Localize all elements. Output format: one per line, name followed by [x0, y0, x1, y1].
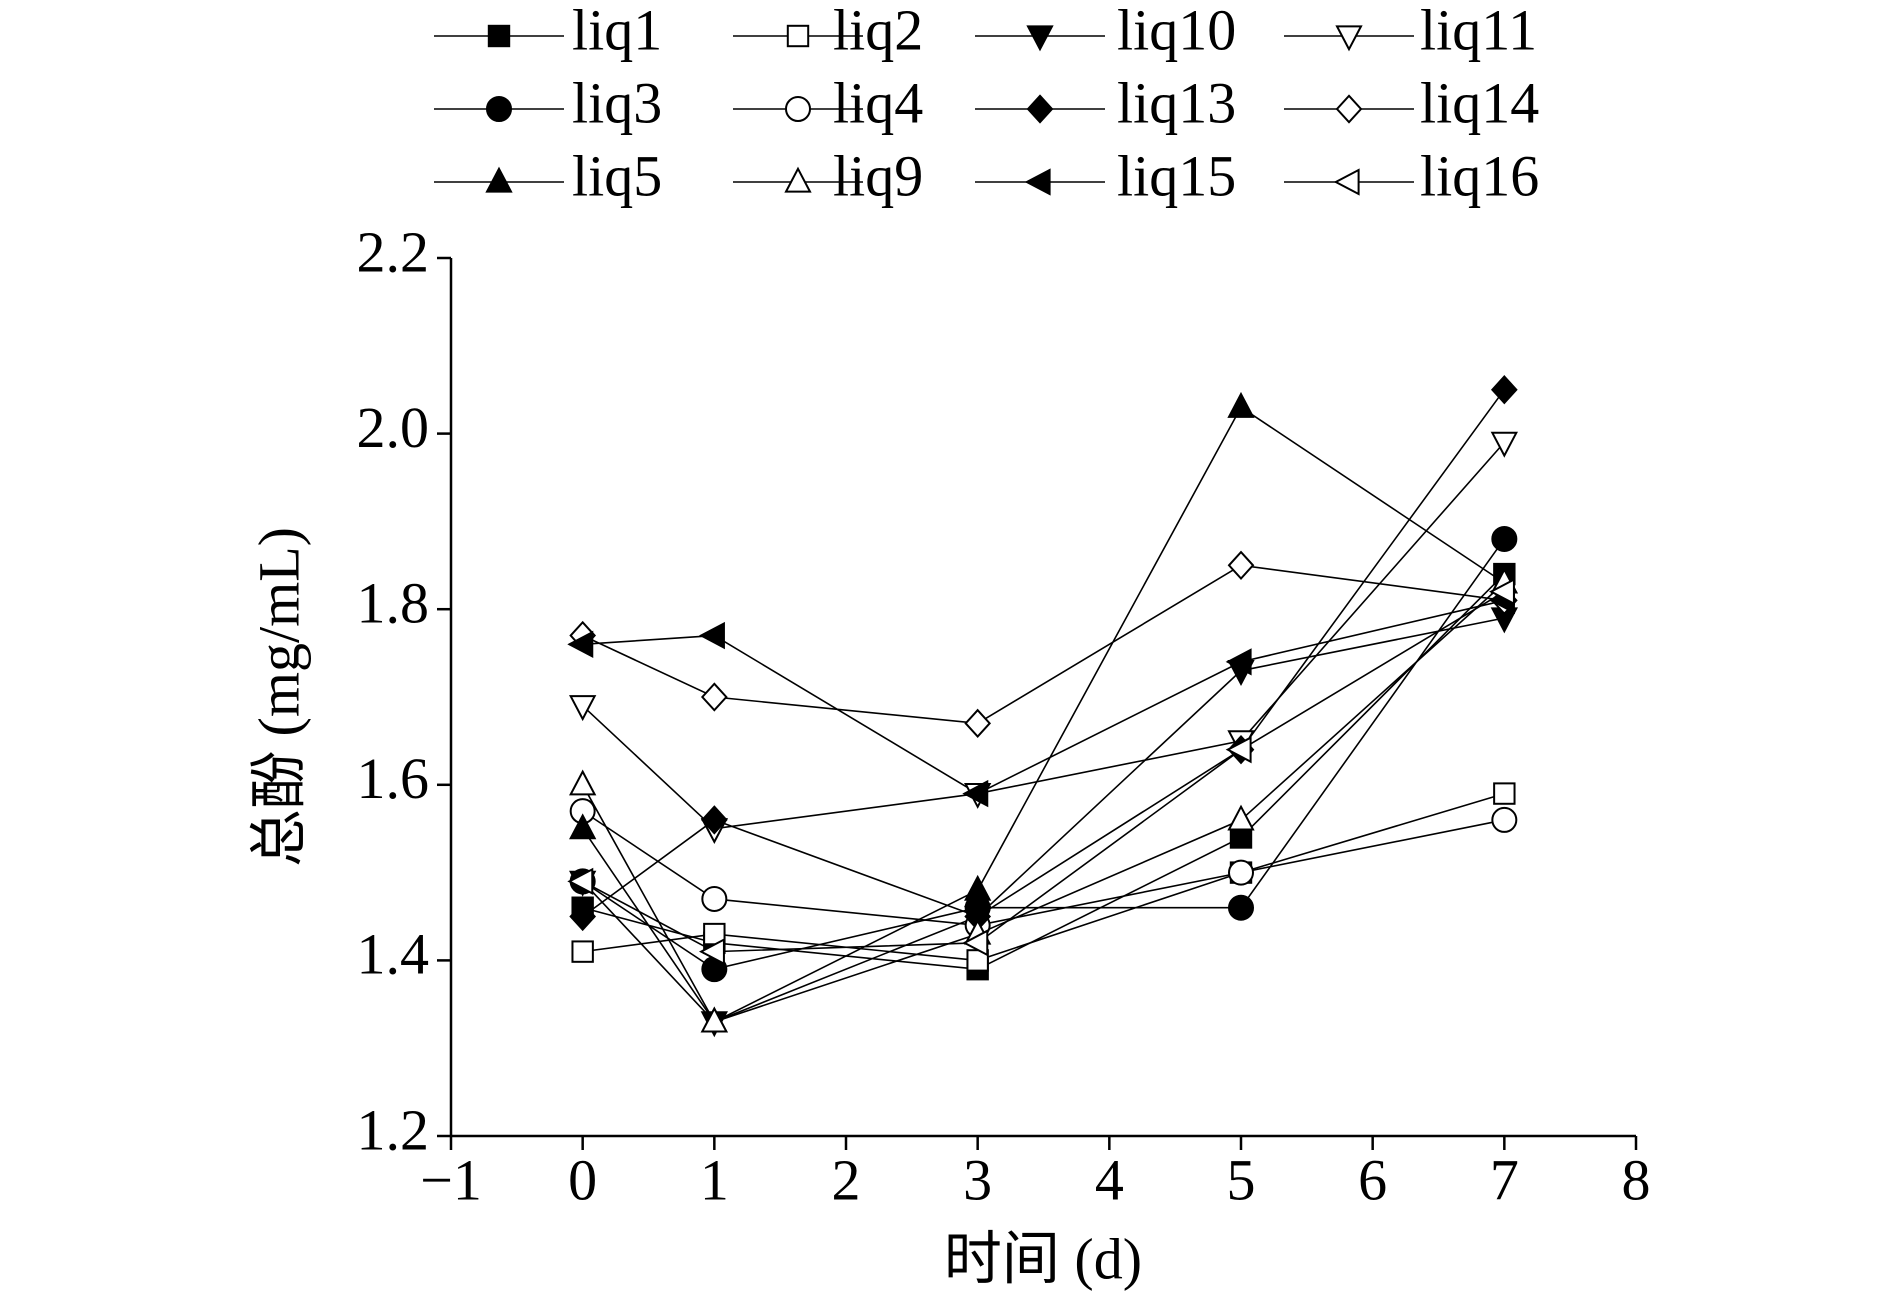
legend-label: liq16: [1420, 143, 1539, 208]
marker: [698, 621, 725, 650]
y-tick-label: 2.2: [357, 219, 430, 284]
legend-label: liq2: [833, 0, 923, 62]
marker: [1026, 25, 1054, 52]
marker: [569, 901, 597, 932]
marker: [1491, 525, 1518, 552]
marker: [1491, 806, 1518, 833]
marker: [487, 24, 511, 48]
marker: [1225, 736, 1252, 764]
marker: [1024, 168, 1051, 196]
y-tick-label: 1.2: [357, 1097, 430, 1162]
marker: [569, 813, 597, 840]
marker: [1228, 894, 1254, 921]
marker: [786, 24, 810, 48]
legend-label: liq11: [1420, 0, 1537, 62]
x-tick-label: 4: [1095, 1147, 1124, 1212]
marker: [1225, 648, 1252, 676]
marker: [486, 96, 512, 122]
x-tick-label: 7: [1490, 1147, 1519, 1212]
x-tick-label: 1: [700, 1147, 729, 1212]
marker: [1335, 94, 1363, 124]
marker: [1490, 375, 1518, 405]
marker: [700, 805, 728, 835]
legend-label: liq1: [572, 0, 662, 62]
marker: [1488, 577, 1515, 606]
marker: [569, 769, 597, 796]
marker: [698, 937, 725, 966]
marker: [1227, 804, 1255, 831]
marker: [1227, 391, 1255, 418]
marker: [571, 940, 594, 963]
x-tick-label: −1: [420, 1147, 482, 1212]
marker: [785, 96, 811, 122]
marker: [1228, 859, 1254, 886]
marker: [700, 682, 728, 712]
x-tick-label: 3: [963, 1147, 992, 1212]
legend-label: liq5: [572, 143, 662, 208]
y-tick-label: 1.6: [357, 746, 430, 811]
legend-label: liq4: [833, 70, 923, 135]
marker: [567, 630, 594, 658]
x-tick-label: 2: [832, 1147, 861, 1212]
legend-label: liq10: [1117, 0, 1236, 62]
x-tick-label: 6: [1358, 1147, 1387, 1212]
legend-label: liq14: [1420, 70, 1539, 135]
marker: [1026, 94, 1054, 124]
marker: [1490, 431, 1518, 458]
marker: [964, 874, 992, 901]
x-tick-label: 8: [1622, 1147, 1651, 1212]
marker: [1335, 25, 1363, 52]
marker: [784, 166, 812, 193]
y-tick-label: 1.8: [357, 571, 430, 636]
legend-label: liq15: [1117, 143, 1236, 208]
marker: [567, 867, 594, 896]
marker: [962, 779, 989, 808]
legend-label: liq13: [1117, 70, 1236, 135]
marker: [701, 885, 728, 912]
marker: [1333, 168, 1360, 196]
legend-label: liq3: [572, 70, 662, 135]
y-tick-label: 2.0: [357, 395, 430, 460]
marker: [485, 166, 513, 193]
marker: [700, 1006, 728, 1033]
marker: [962, 929, 989, 957]
x-tick-label: 5: [1227, 1147, 1256, 1212]
series-line: [582, 389, 1505, 918]
marker: [1493, 782, 1516, 805]
legend-label: liq9: [833, 143, 923, 208]
x-tick-label: 0: [568, 1147, 597, 1212]
marker: [1227, 550, 1255, 580]
marker: [569, 695, 597, 722]
y-axis-label: 总酚 (mg/mL): [246, 527, 311, 867]
marker: [964, 708, 992, 739]
y-tick-label: 1.4: [357, 922, 430, 987]
x-axis-label: 时间 (d): [944, 1226, 1142, 1291]
